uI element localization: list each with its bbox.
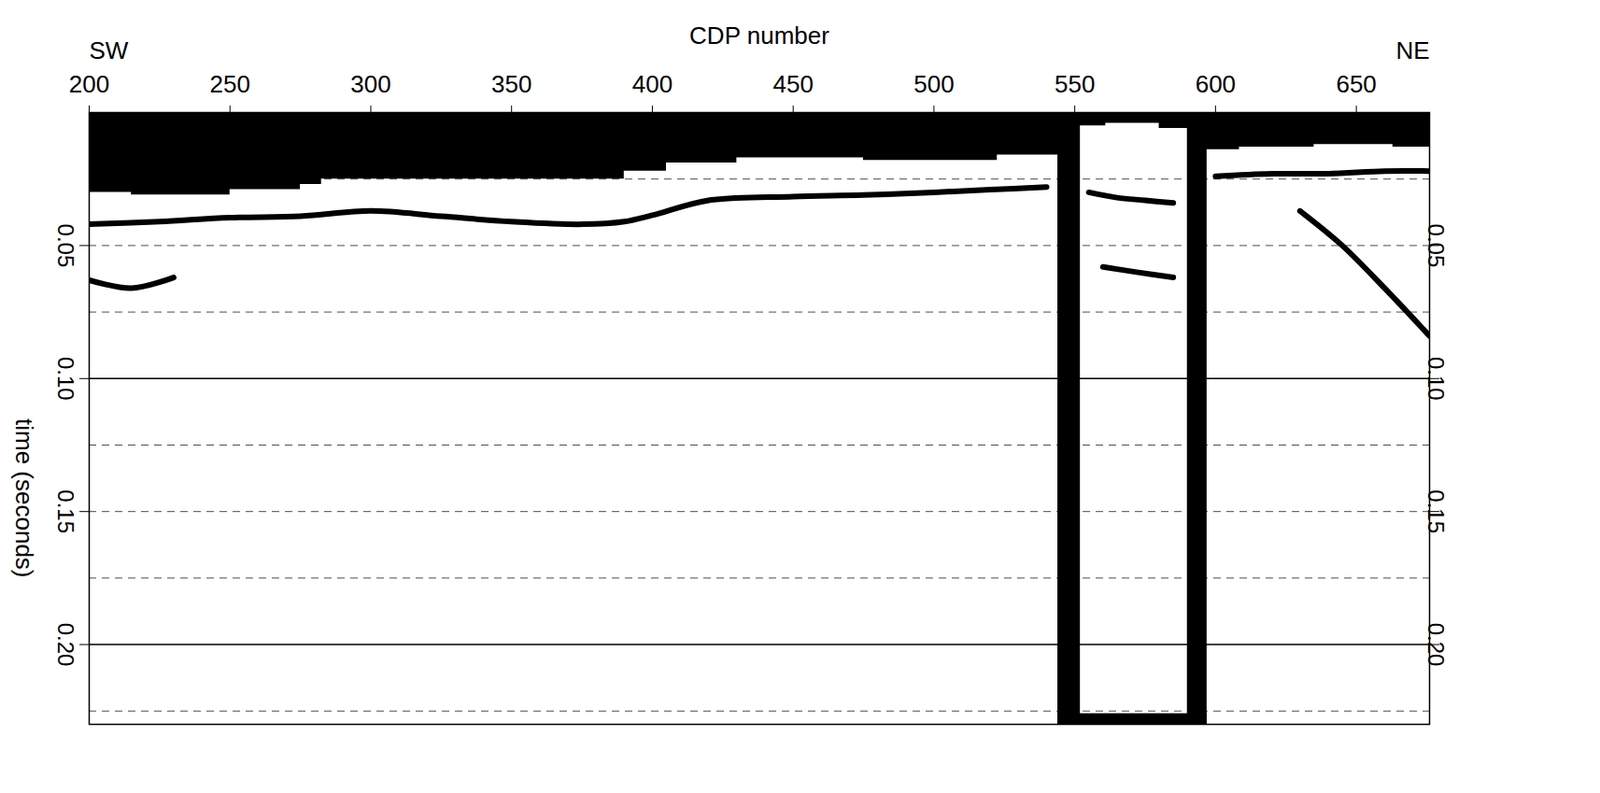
- svg-text:650: 650: [1335, 70, 1376, 99]
- svg-text:0.10: 0.10: [1423, 356, 1449, 401]
- svg-text:550: 550: [1054, 70, 1095, 99]
- svg-text:300: 300: [350, 70, 391, 99]
- svg-text:600: 600: [1195, 70, 1236, 99]
- svg-text:0.05: 0.05: [53, 224, 79, 269]
- svg-text:CDP number: CDP number: [689, 21, 830, 50]
- svg-text:0.15: 0.15: [53, 489, 79, 534]
- svg-text:SW: SW: [89, 36, 129, 65]
- svg-text:250: 250: [210, 70, 251, 99]
- svg-text:200: 200: [69, 70, 110, 99]
- svg-text:450: 450: [772, 70, 813, 99]
- svg-text:0.05: 0.05: [1423, 224, 1449, 269]
- svg-text:0.20: 0.20: [1423, 623, 1449, 667]
- svg-text:NE: NE: [1395, 36, 1430, 65]
- svg-text:400: 400: [632, 70, 673, 99]
- svg-text:500: 500: [913, 70, 954, 99]
- svg-text:0.20: 0.20: [53, 623, 79, 667]
- svg-text:time (seconds): time (seconds): [10, 418, 39, 579]
- svg-text:0.10: 0.10: [53, 356, 79, 401]
- svg-text:350: 350: [491, 70, 532, 99]
- svg-text:0.15: 0.15: [1423, 489, 1449, 534]
